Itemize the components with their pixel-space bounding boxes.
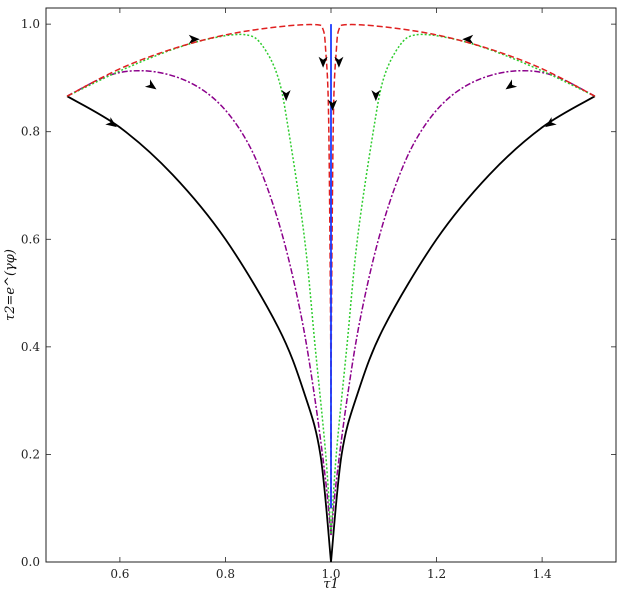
series-curve-0 <box>66 95 332 563</box>
y-tick-label: 1.0 <box>21 17 40 31</box>
direction-arrow-8 <box>371 90 381 102</box>
direction-arrow-3 <box>281 90 291 102</box>
direction-arrow-10 <box>328 99 338 111</box>
series-curve-7 <box>330 23 596 509</box>
y-tick-label: 0.8 <box>21 125 40 139</box>
x-axis-title: τ1 <box>323 577 338 592</box>
direction-arrow-1 <box>188 34 200 44</box>
x-tick-label: 1.2 <box>427 567 446 581</box>
direction-arrow-2 <box>144 79 157 90</box>
direction-arrow-4 <box>318 56 328 68</box>
series-curve-5 <box>330 33 596 536</box>
y-tick-label: 0.0 <box>21 555 40 569</box>
series-curve-3 <box>330 69 596 536</box>
direction-arrows <box>105 34 557 128</box>
y-tick-label: 0.6 <box>21 232 40 246</box>
x-tick-label: 0.6 <box>110 567 129 581</box>
x-tick-label: 1.0 <box>321 567 340 581</box>
direction-arrow-7 <box>505 79 518 90</box>
series-curve-6 <box>66 23 332 509</box>
y-tick-label: 0.4 <box>21 340 40 354</box>
series-curve-1 <box>330 95 596 563</box>
y-axis-title: τ2=e^(γφ) <box>3 249 18 321</box>
series-curve-2 <box>66 69 332 536</box>
series-curve-4 <box>66 33 332 536</box>
y-tick-label: 0.2 <box>21 447 40 461</box>
direction-arrow-0 <box>105 117 117 128</box>
x-tick-label: 1.4 <box>533 567 552 581</box>
x-tick-label: 0.8 <box>216 567 235 581</box>
curves <box>66 23 596 563</box>
direction-arrow-6 <box>462 34 474 44</box>
ticks: 0.6 0.8 1.0 1.2 1.4 0.0 0.2 0.4 0.6 0.8 1.0 <box>21 8 616 581</box>
direction-arrow-5 <box>545 117 557 128</box>
direction-arrow-9 <box>334 56 344 68</box>
